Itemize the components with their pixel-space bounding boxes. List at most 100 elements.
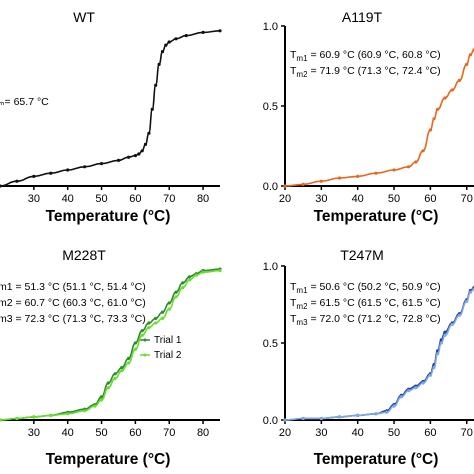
- annotation-tm2: Tm2 = 61.5 °C (61.5 °C, 61.5 °C): [290, 297, 441, 311]
- data-point: [133, 154, 137, 158]
- data-point: [140, 333, 144, 337]
- annotation-tm: ₘ= 65.7 °C: [0, 96, 49, 108]
- x-tick-label: 80: [197, 427, 209, 439]
- x-axis-label: Temperature (°C): [46, 208, 171, 225]
- x-tick-label: 50: [388, 193, 400, 205]
- x-tick-label: 30: [28, 427, 40, 439]
- panel-title: WT: [73, 9, 95, 25]
- data-point: [374, 412, 378, 416]
- data-point: [407, 165, 411, 169]
- data-point: [218, 269, 222, 273]
- data-point: [127, 155, 131, 159]
- data-point: [407, 389, 411, 393]
- data-point: [457, 78, 462, 82]
- series-group: [283, 48, 474, 188]
- data-point: [99, 398, 104, 402]
- x-tick-label: 40: [352, 427, 364, 439]
- data-point: [392, 404, 396, 408]
- y-tick-label: 1.0: [263, 21, 278, 33]
- data-point: [133, 347, 137, 351]
- data-point: [127, 356, 131, 360]
- data-point: [181, 281, 185, 285]
- x-ticks: 30 40 50 60 70 80: [28, 420, 209, 439]
- data-point: [439, 341, 443, 345]
- x-tick-label: 20: [279, 193, 291, 205]
- series-line: [284, 288, 474, 421]
- legend: Trial 1 Trial 2: [140, 335, 182, 361]
- x-tick-label: 70: [461, 193, 473, 205]
- data-point: [106, 381, 110, 385]
- data-point: [32, 174, 36, 178]
- data-point: [218, 29, 222, 33]
- data-point: [201, 30, 205, 34]
- x-tick-label: 70: [461, 427, 473, 439]
- data-point: [414, 160, 418, 164]
- data-point: [432, 117, 436, 121]
- x-ticks: 20 30 40 50 60 70: [279, 186, 473, 205]
- series-group: [0, 267, 222, 422]
- data-point: [465, 299, 469, 303]
- data-point: [150, 107, 154, 111]
- data-point: [140, 149, 144, 153]
- x-tick-label: 30: [315, 427, 327, 439]
- data-point: [181, 286, 185, 290]
- data-point: [93, 404, 97, 408]
- data-point: [154, 83, 158, 87]
- data-point: [147, 321, 151, 325]
- data-point: [0, 184, 2, 188]
- data-point: [174, 37, 178, 41]
- data-point: [147, 326, 151, 330]
- data-point: [106, 386, 110, 390]
- data-point: [174, 295, 178, 299]
- legend-label-trial-2: Trial 2: [154, 350, 182, 361]
- data-point: [319, 179, 323, 183]
- data-point: [66, 168, 70, 172]
- data-point: [283, 418, 287, 422]
- x-tick-label: 60: [129, 193, 141, 205]
- data-point: [143, 142, 148, 146]
- x-tick-label: 70: [163, 193, 175, 205]
- annotation-tm1: m1 = 51.3 °C (51.1 °C, 51.4 °C): [0, 281, 146, 293]
- x-axis-label: Temperature (°C): [46, 451, 171, 468]
- x-tick-label: 50: [388, 427, 400, 439]
- annotation-tm2: Tm2 = 71.9 °C (71.3 °C, 72.4 °C): [290, 65, 441, 79]
- data-point: [113, 376, 117, 380]
- y-tick-label: 0.0: [263, 415, 278, 427]
- data-point: [32, 415, 36, 419]
- series-line: [0, 30, 221, 187]
- y-tick-label: 1.0: [263, 261, 278, 273]
- data-point: [436, 107, 440, 111]
- x-axis-label: Temperature (°C): [314, 451, 439, 468]
- data-point: [147, 131, 151, 135]
- y-tick-label: 0.5: [263, 101, 278, 113]
- data-point: [356, 174, 360, 178]
- data-point: [187, 278, 192, 282]
- data-point: [116, 158, 121, 162]
- data-point: [457, 313, 462, 317]
- data-point: [83, 165, 87, 169]
- data-point: [113, 372, 117, 376]
- x-tick-label: 40: [62, 427, 74, 439]
- panel-a119t: A119T 0.0 0.5 1.0 20 30 40 50 60 70 Tm1 = 60.9 …: [263, 9, 474, 225]
- legend-label-trial-1: Trial 1: [154, 335, 182, 346]
- legend-marker: [143, 338, 147, 342]
- data-point: [468, 53, 472, 57]
- data-point: [468, 290, 472, 294]
- data-point: [160, 310, 165, 314]
- series-line: [0, 269, 221, 421]
- data-point: [337, 415, 342, 419]
- data-point: [120, 366, 124, 370]
- x-tick-label: 20: [279, 427, 291, 439]
- data-point: [15, 416, 19, 421]
- data-point: [120, 369, 124, 373]
- y-tick-label: 0.0: [263, 181, 278, 193]
- data-point: [436, 352, 440, 356]
- data-point: [356, 413, 360, 417]
- data-point: [428, 128, 432, 132]
- data-point: [187, 275, 192, 279]
- data-point: [154, 316, 158, 320]
- data-point: [414, 386, 418, 390]
- data-point: [385, 410, 389, 414]
- data-point: [443, 330, 447, 334]
- data-point: [83, 409, 87, 413]
